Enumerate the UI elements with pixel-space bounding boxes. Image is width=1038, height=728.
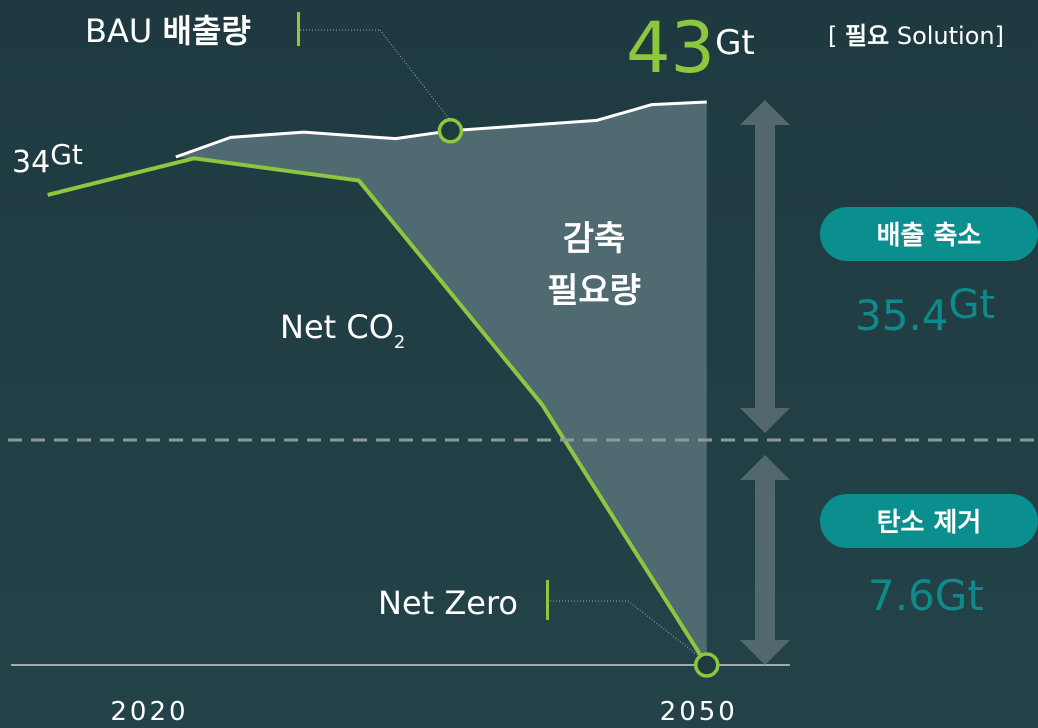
remove-label: 탄소 제거 [877, 508, 982, 538]
remove-value: 7.6 [868, 571, 935, 620]
x-tick-label: 2050 [660, 697, 738, 727]
bracket: [ [828, 22, 837, 50]
solution-label: [ 필요 Solution] [828, 22, 1004, 50]
reduce-pill [820, 207, 1038, 261]
solution-bold: 필요 [845, 22, 889, 50]
series-line [47, 156, 709, 667]
net-zero-label: Net Zero [378, 584, 518, 622]
remove-pill [820, 494, 1038, 548]
start-label: 34Gt [12, 138, 83, 180]
reduce-value: 35.4 [855, 291, 949, 340]
net-co: Net CO [280, 308, 394, 346]
end-value: 43 [626, 7, 715, 89]
gap-label: 필요량 [547, 271, 641, 311]
end-label: 43Gt [626, 7, 755, 89]
reduce-unit: Gt [949, 282, 996, 328]
reduce-arrow [740, 100, 790, 433]
bau-bold: 배출량 [162, 12, 250, 50]
arrows [740, 100, 790, 665]
gap-label: 감축 [563, 219, 626, 259]
x-tick-label: 2020 [110, 697, 188, 727]
tag-bar [297, 12, 300, 46]
net-co2-label: Net CO2 [280, 308, 405, 353]
net-sub: 2 [394, 332, 405, 353]
net-zero-marker [694, 652, 720, 678]
leader [379, 29, 451, 121]
end-unit: Gt [715, 23, 755, 63]
bau-label: BAU 배출량 [85, 12, 251, 50]
reduce-label: 배출 축소 [877, 221, 982, 251]
leader [627, 600, 701, 658]
bau-prefix: BAU [85, 12, 152, 50]
bau-marker [437, 118, 464, 144]
start-unit: Gt [50, 138, 83, 171]
reduce-amount: 35.4Gt [855, 282, 995, 340]
gap-area [175, 102, 707, 665]
solution-text: Solution [897, 22, 995, 50]
remove-amount: 7.6Gt [868, 571, 984, 620]
remove-arrow [740, 455, 790, 665]
tag-bar [546, 580, 549, 620]
bracket: ] [995, 22, 1004, 50]
start-value: 34 [12, 145, 50, 180]
remove-unit: Gt [935, 571, 984, 620]
